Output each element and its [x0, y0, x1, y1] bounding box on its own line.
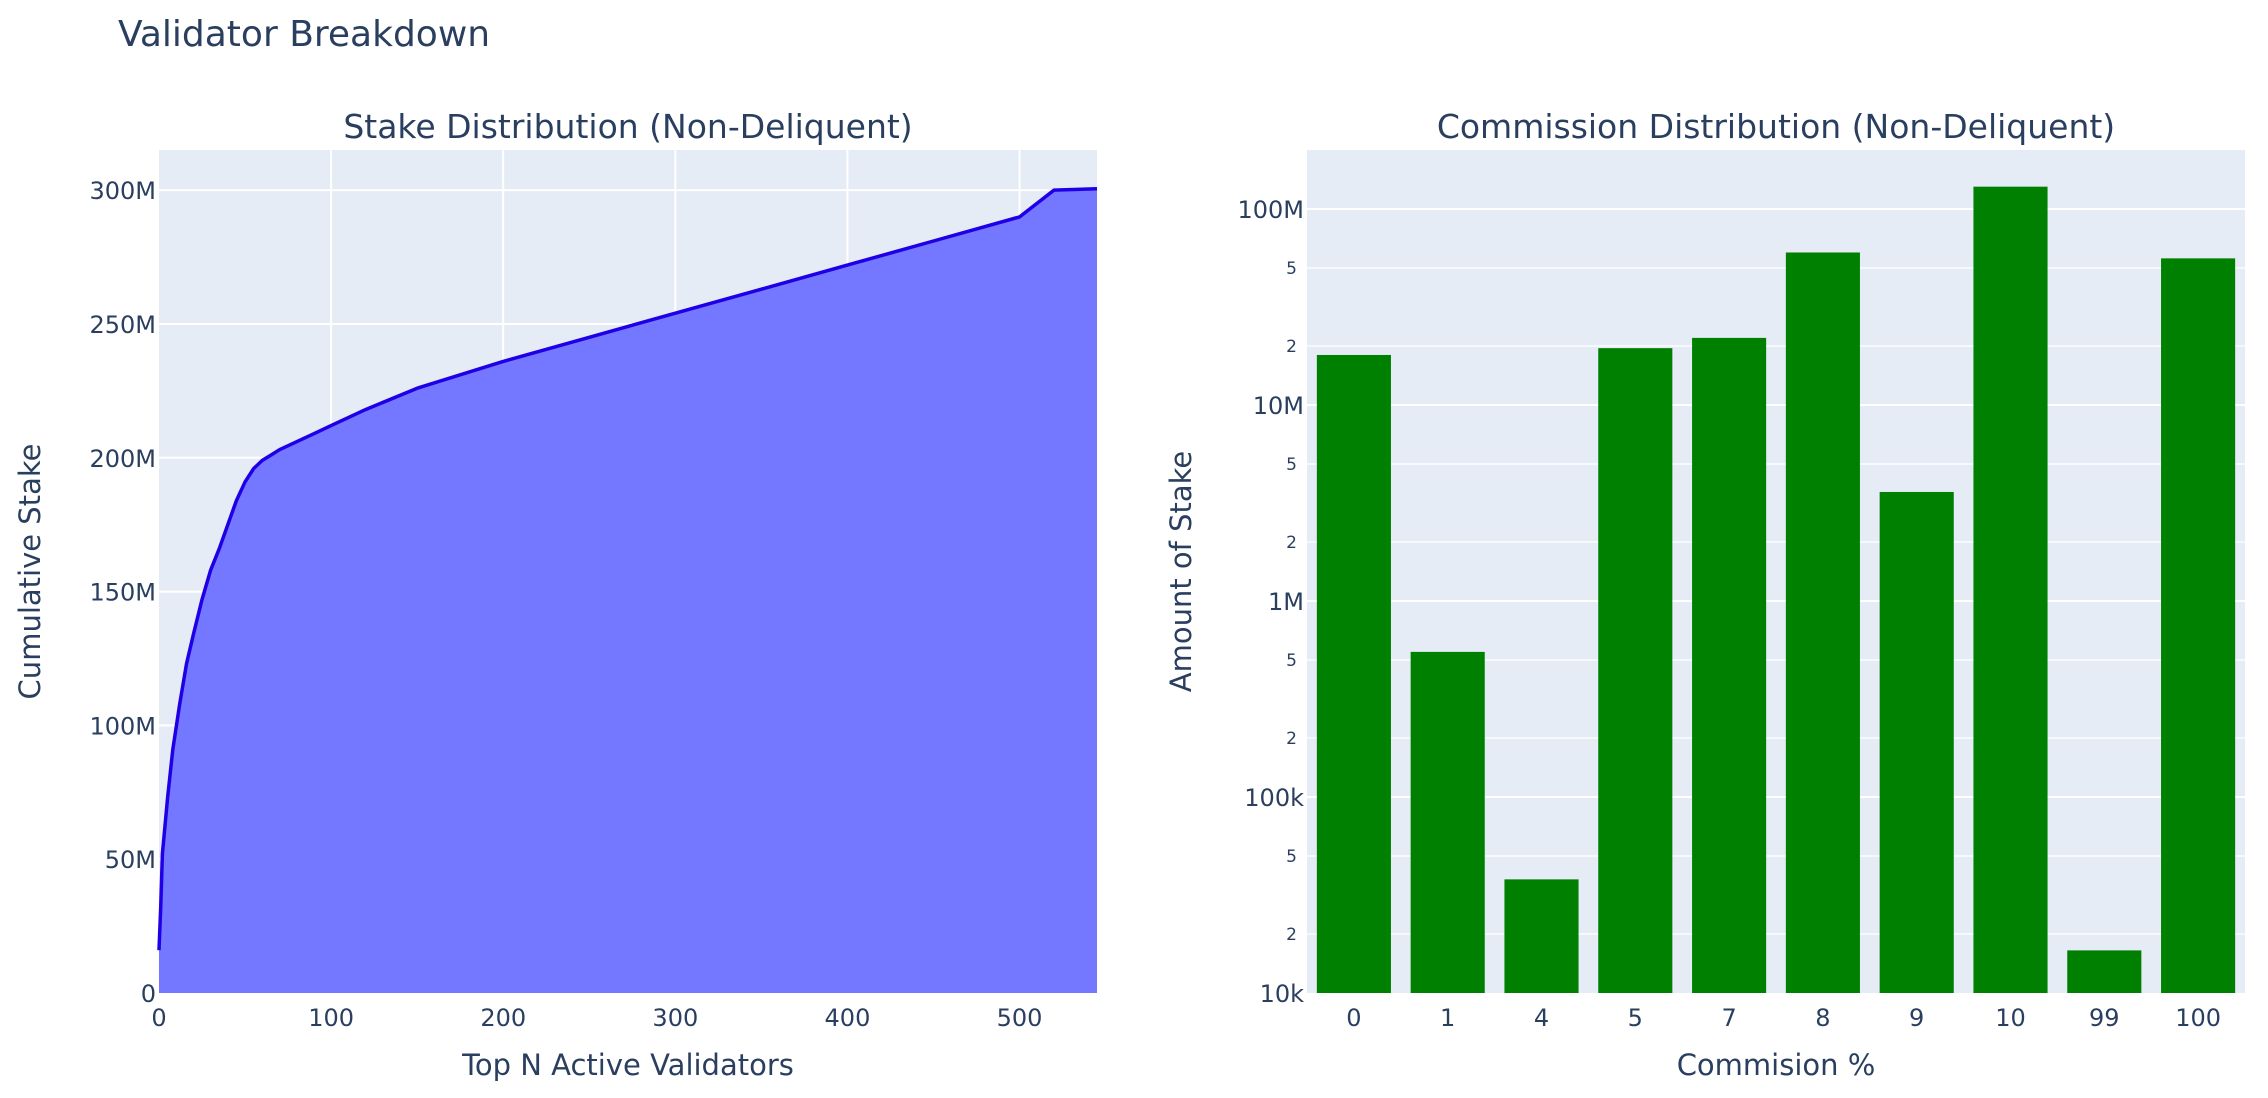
- stake-x-ticks: 0 100 200 300 400 500: [151, 1004, 1042, 1032]
- commission-y-ticks: 10k 2 5 100k 2 5 1M 2 5 10M 2 5 100M: [1237, 196, 1304, 1008]
- y-minor-tick-label: 5: [1286, 847, 1297, 867]
- commission-bars: [1316, 186, 2236, 994]
- x-tick-label: 0: [151, 1004, 166, 1032]
- x-tick-label: 4: [1534, 1004, 1549, 1032]
- stake-y-ticks: 0 50M 100M 150M 200M 250M 300M: [89, 177, 156, 1008]
- x-tick-label: 8: [1815, 1004, 1830, 1032]
- y-minor-tick-label: 2: [1286, 533, 1297, 553]
- x-tick-label: 9: [1909, 1004, 1924, 1032]
- x-tick-label: 10: [1995, 1004, 2026, 1032]
- y-minor-tick-label: 2: [1286, 337, 1297, 357]
- x-tick-label: 200: [480, 1004, 526, 1032]
- y-tick-label: 100k: [1244, 784, 1304, 812]
- commission-bar-7[interactable]: [1692, 337, 1767, 994]
- y-tick-label: 250M: [89, 311, 156, 339]
- commission-x-ticks: 0 1 4 5 7 8 9 10 99 100: [1346, 1004, 2221, 1032]
- x-tick-label: 5: [1628, 1004, 1643, 1032]
- y-minor-tick-label: 5: [1286, 651, 1297, 671]
- y-tick-label: 150M: [89, 579, 156, 607]
- commission-y-axis-title: Amount of Stake: [1164, 451, 1198, 693]
- commission-bar-8[interactable]: [1785, 252, 1860, 993]
- x-tick-label: 99: [2089, 1004, 2120, 1032]
- stake-x-axis-title: Top N Active Validators: [461, 1048, 794, 1082]
- commission-x-axis-title: Commision %: [1677, 1048, 1876, 1082]
- x-tick-label: 100: [308, 1004, 354, 1032]
- x-tick-label: 500: [997, 1004, 1043, 1032]
- commission-bar-9[interactable]: [1879, 491, 1954, 993]
- y-tick-label: 50M: [105, 846, 156, 874]
- y-minor-tick-label: 5: [1286, 455, 1297, 475]
- x-tick-label: 7: [1721, 1004, 1736, 1032]
- commission-bar-4[interactable]: [1504, 879, 1579, 993]
- y-tick-label: 0: [141, 980, 156, 1008]
- y-tick-label: 200M: [89, 445, 156, 473]
- stake-series-line[interactable]: [157, 187, 1098, 951]
- commission-distribution-chart: 0 1 4 5 7 8 9 10 99 100 10k25100k251M2510M25100M …: [1164, 107, 2245, 1082]
- stake-distribution-chart: 0 100 200 300 400 500 0 50M 100M 150M 200M 250M 300…: [13, 107, 1098, 1082]
- commission-bar-0[interactable]: [1316, 354, 1391, 993]
- y-minor-tick-label: 2: [1286, 925, 1297, 945]
- y-tick-label: 100M: [1237, 196, 1304, 224]
- y-tick-label: 100M: [89, 712, 156, 740]
- x-tick-label: 400: [825, 1004, 871, 1032]
- x-tick-label: 100: [2175, 1004, 2221, 1032]
- commission-bar-100[interactable]: [2161, 258, 2236, 993]
- x-tick-label: 0: [1346, 1004, 1361, 1032]
- page-title: Validator Breakdown: [118, 14, 491, 55]
- commission-chart-title: Commission Distribution (Non-Deliquent): [1437, 107, 2115, 146]
- stake-area-fill: [159, 188, 1097, 994]
- x-tick-label: 1: [1440, 1004, 1455, 1032]
- stake-chart-title: Stake Distribution (Non-Deliquent): [343, 107, 912, 146]
- y-tick-label: 1M: [1268, 588, 1304, 616]
- y-tick-label: 10M: [1253, 392, 1304, 420]
- stake-y-axis-title: Cumulative Stake: [13, 444, 47, 700]
- commission-bar-5[interactable]: [1598, 348, 1673, 993]
- y-tick-label: 300M: [89, 177, 156, 205]
- commission-bar-99[interactable]: [2067, 950, 2142, 993]
- commission-bar-10[interactable]: [1973, 186, 2048, 994]
- y-minor-tick-label: 2: [1286, 729, 1297, 749]
- y-tick-label: 10k: [1260, 980, 1305, 1008]
- x-tick-label: 300: [652, 1004, 698, 1032]
- commission-bar-1[interactable]: [1410, 651, 1485, 993]
- y-minor-tick-label: 5: [1286, 259, 1297, 279]
